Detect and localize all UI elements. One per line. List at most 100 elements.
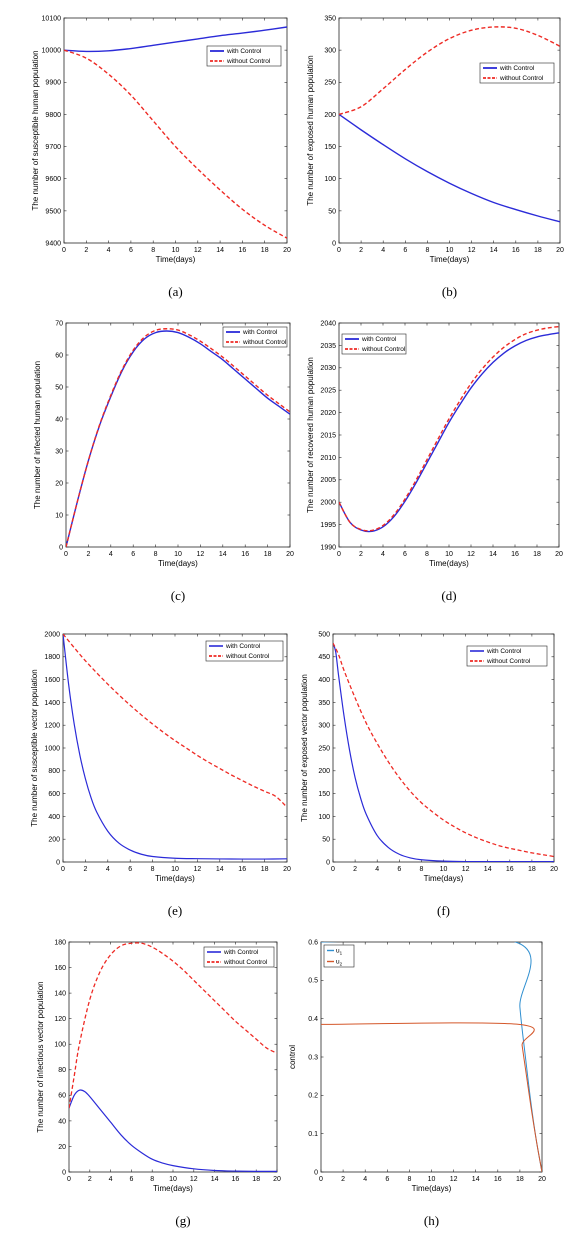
x-tick-label: 2 — [84, 247, 88, 254]
y-tick-label: 0 — [332, 240, 336, 247]
y-tick-label: 350 — [318, 700, 330, 707]
y-tick-label: 0.6 — [308, 939, 318, 946]
x-axis-label: Time(days) — [430, 255, 470, 264]
y-tick-label: 150 — [324, 144, 336, 151]
y-tick-label: 10 — [55, 512, 63, 519]
legend-box — [206, 45, 282, 67]
y-tick-label: 100 — [54, 1042, 66, 1049]
chart-f: 0 2 4 6 8 10 12 14 16 18 2005010015020025030035040… — [300, 631, 558, 918]
x-tick-label: 2 — [353, 866, 357, 873]
y-axis-label: The number of recovered human population — [306, 357, 315, 513]
y-tick-label: 120 — [54, 1016, 66, 1023]
x-tick-label: 6 — [129, 247, 133, 254]
x-tick-label: 8 — [154, 551, 158, 558]
y-axis-label: The number of infectious vector populati… — [36, 981, 45, 1132]
x-tick-label: 18 — [264, 551, 272, 558]
legend-label: u2 — [336, 959, 343, 967]
chart-e: 0 2 4 6 8 10 12 14 16 18 2002004006008001000120014… — [30, 631, 291, 918]
x-tick-label: 0 — [337, 247, 341, 254]
y-tick-label: 0 — [314, 1169, 318, 1176]
y-tick-label: 400 — [48, 814, 60, 821]
chart-b: 0 2 4 6 8 10 12 14 16 18 20050100150200250300350Ti… — [306, 15, 564, 299]
y-tick-label: 20 — [58, 1144, 66, 1151]
y-tick-label: 50 — [55, 384, 63, 391]
y-tick-label: 1000 — [44, 745, 60, 752]
legend-label: without Control — [226, 58, 271, 65]
chart-h: 0 2 4 6 8 10 12 14 16 18 20 0 0.1 0.2 0.3 0.4 0.5 0.6 Time… — [288, 939, 546, 1228]
y-tick-label: 2000 — [320, 500, 336, 507]
legend-box — [205, 640, 284, 662]
y-tick-label: 400 — [318, 677, 330, 684]
x-tick-label: 0 — [319, 1176, 323, 1183]
x-tick-label: 18 — [528, 866, 536, 873]
y-tick-label: 140 — [54, 991, 66, 998]
x-tick-label: 12 — [462, 866, 470, 873]
series-line-without-control — [333, 642, 554, 858]
x-tick-label: 10 — [445, 551, 453, 558]
y-tick-label: 2025 — [320, 388, 336, 395]
legend-label: without Control — [225, 653, 270, 660]
x-tick-label: 12 — [194, 866, 202, 873]
y-tick-label: 9700 — [45, 144, 61, 151]
y-tick-label: 200 — [318, 768, 330, 775]
panel-caption: (g) — [175, 1213, 190, 1228]
y-tick-label: 40 — [58, 1118, 66, 1125]
x-tick-label: 12 — [197, 551, 205, 558]
plot-frame — [338, 17, 561, 244]
y-tick-label: 50 — [328, 208, 336, 215]
x-tick-label: 12 — [194, 247, 202, 254]
x-tick-label: 6 — [385, 1176, 389, 1183]
y-axis-label: control — [288, 1045, 297, 1069]
x-tick-label: 16 — [232, 1176, 240, 1183]
legend-label: with Control — [226, 48, 262, 55]
panel-caption: (b) — [442, 284, 457, 299]
legend: with Control without Control — [479, 62, 555, 84]
x-axis-label: Time(days) — [429, 559, 469, 568]
x-tick-label: 4 — [381, 247, 385, 254]
x-tick-label: 10 — [428, 1176, 436, 1183]
y-tick-label: 500 — [318, 631, 330, 638]
series-line-with-control — [64, 26, 287, 53]
y-axis-label: The number of susceptible human populati… — [31, 50, 40, 210]
y-tick-label: 2005 — [320, 477, 336, 484]
x-tick-label: 10 — [171, 866, 179, 873]
x-tick-label: 8 — [150, 1176, 154, 1183]
series-line-with-control — [333, 642, 554, 862]
y-tick-label: 1995 — [320, 522, 336, 529]
x-tick-label: 12 — [190, 1176, 198, 1183]
x-tick-label: 4 — [106, 866, 110, 873]
y-tick-label: 80 — [58, 1067, 66, 1074]
plot-frame — [68, 941, 278, 1173]
x-axis-label: Time(days) — [153, 1184, 193, 1193]
legend-box — [203, 946, 275, 968]
x-tick-label: 18 — [261, 866, 269, 873]
series-line-without-control — [63, 634, 287, 808]
y-tick-label: 0.4 — [308, 1016, 318, 1023]
x-tick-label: 16 — [506, 866, 514, 873]
x-tick-label: 14 — [490, 247, 498, 254]
legend: with Control without Control — [203, 946, 275, 968]
x-tick-label: 14 — [216, 866, 224, 873]
y-tick-label: 250 — [318, 745, 330, 752]
y-tick-label: 2015 — [320, 432, 336, 439]
legend-label: without Control — [361, 346, 406, 353]
chart-d: 0 2 4 6 8 10 12 14 16 18 20 1990 1995 2000 2005 2010 201… — [306, 320, 563, 603]
legend-label: with Control — [242, 329, 278, 336]
x-tick-label: 12 — [450, 1176, 458, 1183]
x-tick-label: 4 — [375, 866, 379, 873]
x-axis-label: Time(days) — [158, 559, 198, 568]
x-tick-label: 2 — [86, 551, 90, 558]
series-line-with-control — [63, 634, 287, 860]
y-tick-label: 600 — [48, 791, 60, 798]
x-tick-label: 8 — [151, 247, 155, 254]
y-tick-label: 100 — [324, 176, 336, 183]
y-axis-label: The number of exposed human population — [306, 55, 315, 205]
y-tick-label: 200 — [324, 112, 336, 119]
y-tick-label: 2010 — [320, 455, 336, 462]
x-tick-label: 4 — [109, 1176, 113, 1183]
series-line-with-control — [69, 1089, 277, 1172]
x-tick-label: 16 — [511, 551, 519, 558]
x-tick-label: 2 — [88, 1176, 92, 1183]
y-tick-label: 450 — [318, 654, 330, 661]
x-tick-label: 6 — [403, 551, 407, 558]
